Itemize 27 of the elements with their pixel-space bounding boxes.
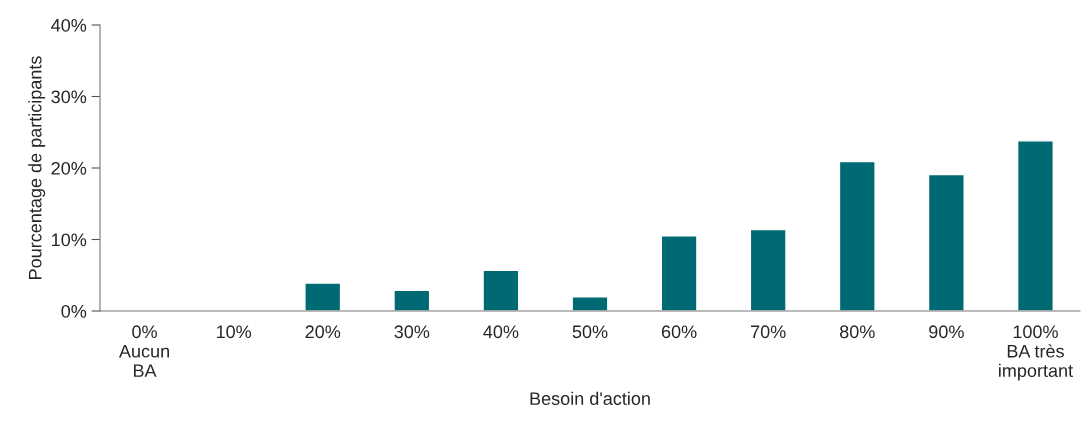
y-tick-label: 20% <box>51 161 87 175</box>
bar <box>393 289 431 311</box>
x-tick-label: 10% <box>216 325 252 339</box>
x-tick-label: 50% <box>572 325 608 339</box>
x-tick-label: 90% <box>929 325 964 339</box>
x-tick-label: 0% Aucun BA <box>118 325 169 377</box>
bar <box>571 296 609 311</box>
x-tick-label: 70% <box>751 325 786 339</box>
bar <box>838 160 876 311</box>
y-tick-label: 30% <box>51 90 87 104</box>
y-axis-title: Pourcentage de participants <box>28 56 46 279</box>
bar <box>482 269 520 311</box>
x-tick-label: 100% BA très important <box>999 325 1073 381</box>
x-tick-label: 40% <box>483 325 519 339</box>
bar <box>927 173 965 311</box>
x-tick-label: 20% <box>305 325 341 339</box>
bar <box>1016 140 1054 311</box>
x-tick-label: 80% <box>839 325 875 339</box>
x-axis-title: Besoin d'action <box>530 391 650 405</box>
bar <box>749 228 787 311</box>
x-tick-label: 30% <box>394 325 430 339</box>
y-tick-label: 0% <box>61 304 87 318</box>
y-tick-label: 10% <box>52 233 87 247</box>
x-tick-label: 60% <box>661 325 697 339</box>
bar <box>660 235 698 311</box>
bar <box>304 282 342 311</box>
y-tick-label: 40% <box>51 18 87 32</box>
